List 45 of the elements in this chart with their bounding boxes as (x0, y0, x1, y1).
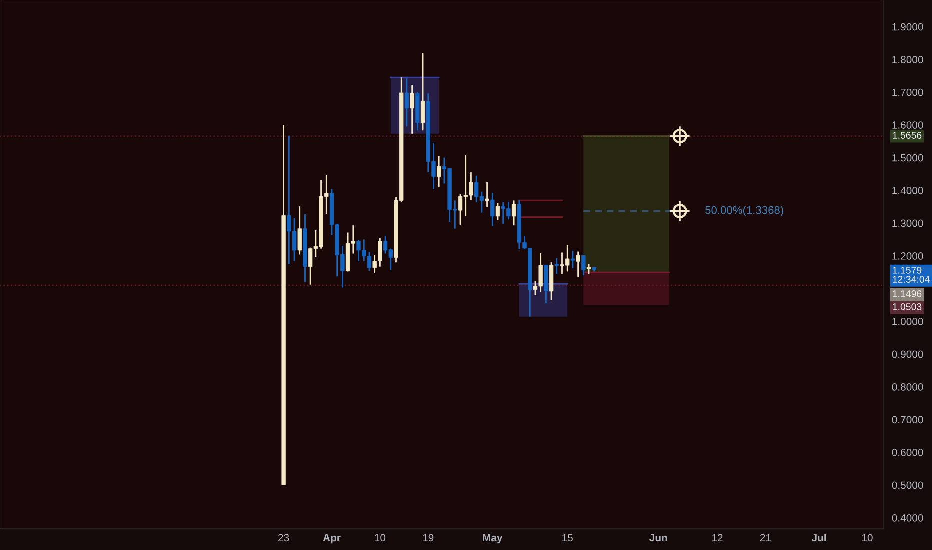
candlestick (512, 200, 516, 226)
candlestick (437, 155, 442, 188)
y-tick-label: 1.6000 (892, 122, 924, 129)
x-tick-label: 21 (760, 534, 772, 542)
y-tick-label: 0.8000 (892, 384, 924, 391)
y-tick-label: 1.7000 (892, 88, 924, 96)
text: 1.0503 (893, 304, 922, 310)
candlestick (586, 264, 592, 275)
x-tick-label: May (483, 534, 503, 544)
candlestick (298, 206, 302, 256)
x-tick-label: 10 (862, 534, 873, 542)
annotation: 50.00%(1.3368) (706, 206, 784, 216)
y-tick-label: 0.6000 (892, 448, 924, 456)
x-tick-label: 10 (375, 534, 386, 542)
y-tick-label: 1.4000 (892, 187, 924, 194)
x-tick-label: 23 (278, 534, 290, 542)
x-tick-label: Apr (323, 534, 341, 544)
candlestick (576, 251, 580, 278)
candlestick (490, 192, 495, 227)
y-tick-label: 1.9000 (892, 23, 924, 31)
y-tick-label: 0.7000 (892, 416, 924, 424)
candlestick (496, 202, 500, 222)
candlestick (410, 84, 414, 135)
text: 1.1496 (893, 290, 922, 298)
y-tick-label: 0.4000 (892, 514, 924, 522)
x-tick-label: 19 (423, 534, 434, 542)
text: 1.5656 (893, 132, 922, 139)
y-tick-label: 1.3000 (892, 220, 924, 228)
y-tick-label: 1.0000 (892, 318, 924, 326)
y-tick-label: 1.5000 (892, 154, 924, 162)
x-tick-label: 15 (562, 534, 573, 542)
candlestick (404, 78, 410, 128)
candlestick (570, 250, 576, 270)
candlestick (485, 181, 490, 208)
x-tick-label: Jul (812, 534, 826, 542)
y-tick-label: 0.9000 (892, 350, 924, 358)
y-tick-label: 0.5000 (892, 482, 924, 490)
text: 1.1579 12:34:04 (893, 267, 930, 283)
x-tick-label: Jun (650, 534, 668, 542)
candlestick (582, 255, 586, 276)
y-tick-label: 1.2000 (892, 252, 924, 260)
x-tick-label: 12 (712, 534, 723, 542)
candlestick (420, 52, 426, 132)
y-tick-label: 1.8000 (892, 56, 924, 64)
candlestick (554, 258, 559, 275)
